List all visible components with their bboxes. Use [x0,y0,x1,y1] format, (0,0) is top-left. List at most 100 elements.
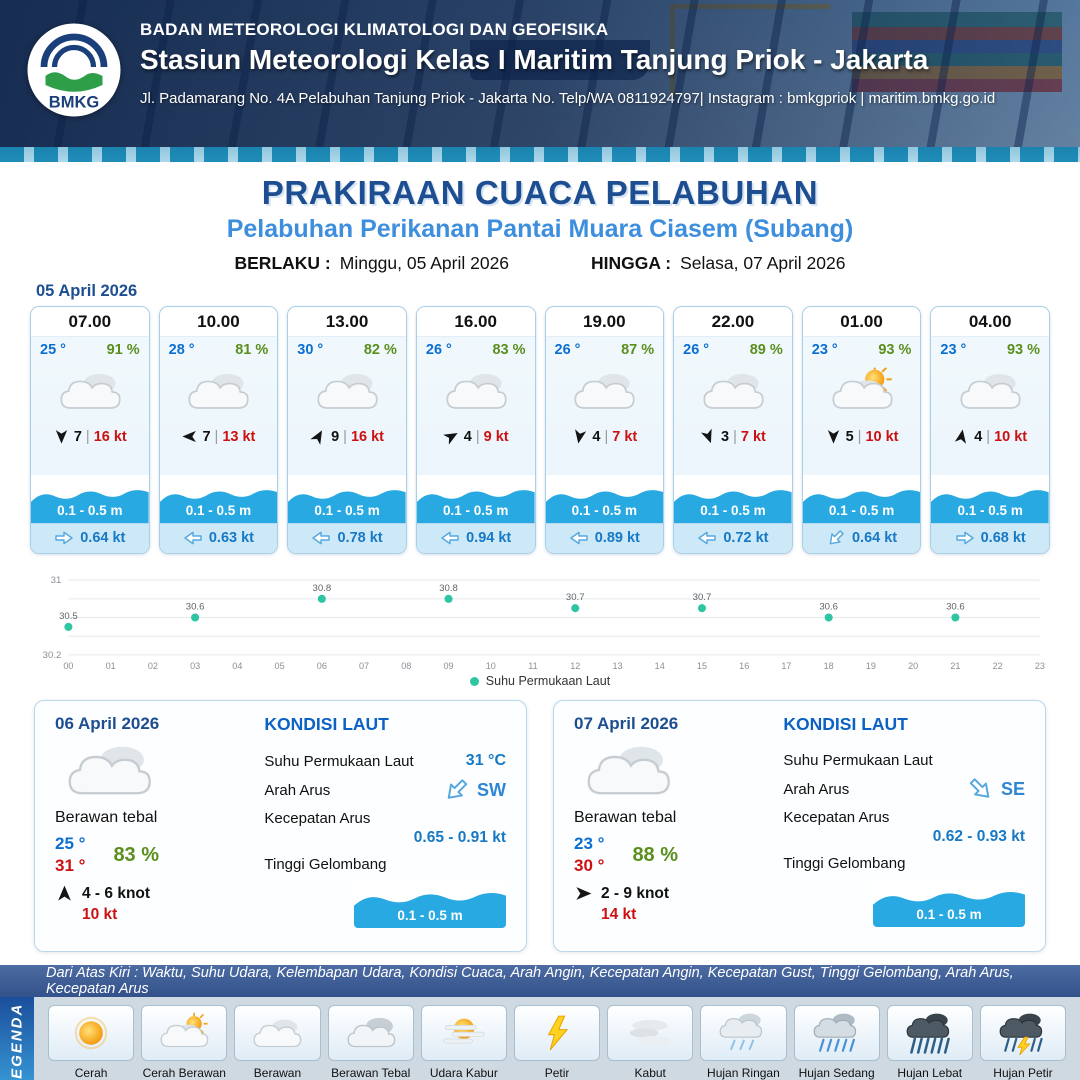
legend-title: LEGENDA [0,997,34,1080]
forecast-time: 07.00 [31,307,149,337]
wave-height: 0.1 - 0.5 m [57,503,123,518]
gust-speed: 7 kt [740,428,766,445]
current-row: 0.72 kt [674,523,792,553]
air-temperature: 26 ° [554,342,581,358]
temp-humidity-row: 30 ° 82 % [288,337,406,358]
legend-weather-icon [420,1005,507,1062]
station-address: Jl. Padamarang No. 4A Pelabuhan Tanjung … [140,90,996,107]
day-forecast-card-2: 07 April 2026 Berawan tebal 23 ° 30 ° 88… [553,700,1046,953]
current-direction-icon [823,525,848,550]
svg-text:30.7: 30.7 [693,592,712,603]
current-speed-label: Kecepatan Arus [264,810,371,828]
humidity: 83 % [492,342,526,358]
legend-item-label: Kabut [634,1066,666,1080]
wind-direction-icon [53,428,70,445]
header: BMKG BADAN METEOROLOGI KLIMATOLOGI DAN G… [0,0,1080,162]
svg-text:05: 05 [275,661,285,671]
legend-item: Hujan Sedang [793,1005,880,1080]
valid-to-label: HINGGA : [591,253,672,273]
current-speed-range: 0.62 - 0.93 kt [932,828,1025,846]
svg-text:31: 31 [51,575,62,586]
current-direction: SW [477,779,506,800]
current-direction-icon [440,530,460,546]
current-row: 0.63 kt [159,523,278,553]
separator: | [214,428,219,445]
wave-height: 0.1 - 0.5 m [314,503,380,518]
header-overlay [0,0,1080,162]
day-cards-row: 06 April 2026 Berawan tebal 25 ° 31 ° 83… [34,700,1046,953]
valid-from-label: BERLAKU : [234,253,331,273]
forecast-card: 19.00 26 ° 87 % 4 | 7 kt 0.1 - 0.5 m 0.8… [544,306,665,554]
legend-item: Kabut [607,1005,694,1080]
gust-speed: 7 kt [612,428,638,445]
sst-chart: 31 30.2 00 01 02 03 04 05 06 07 08 09 10 11 12 13 14 15 16… [30,564,1050,688]
temp-humidity-row: 26 ° 89 % [674,337,792,358]
wind-row: 4 | 10 kt [931,424,1049,451]
gust-speed: 16 kt [93,428,127,445]
page-subtitle: Pelabuhan Perikanan Pantai Muara Ciasem … [226,215,854,243]
wave-height-band: 0.1 - 0.5 m [159,475,278,523]
wind-speed: 4 [974,428,983,445]
hourly-forecast-row: 07.00 25 ° 91 % 7 | 16 kt 0.1 - 0.5 m 0.… [30,306,1050,554]
legend-weather-icon [793,1005,880,1062]
svg-text:00: 00 [63,661,73,671]
wind-direction-icon [952,427,972,447]
svg-text:17: 17 [781,661,791,671]
temperature-min: 25 ° [55,834,86,854]
wave-height-box: 0.1 - 0.5 m [354,878,506,929]
current-direction-label: Arah Arus [264,781,331,799]
current-direction-icon [697,530,717,546]
current-row: 0.64 kt [31,523,149,553]
wind-row: 7 | 16 kt [31,424,149,451]
humidity: 87 % [621,342,655,358]
weather-icon [803,358,921,424]
current-row: 0.89 kt [545,523,664,553]
bmkg-logo-text: BMKG [49,94,99,112]
sst-chart-canvas: 31 30.200 01 02 03 04 05 06 07 08 09 10 11 12 13 14 15 16… [43,575,1045,671]
station-name: Stasiun Meteorologi Kelas I Maritim Tanj… [140,44,929,75]
valid-from-value: Minggu, 05 April 2026 [339,253,510,273]
wind-speed: 7 [202,428,211,445]
legend-items-row: Cerah Cerah Berawan Berawan Berawan Teba… [34,997,1080,1080]
wave-height: 0.1 - 0.5 m [185,503,252,518]
humidity: 81 % [235,342,269,358]
svg-text:19: 19 [866,661,876,671]
current-speed: 0.72 kt [723,530,769,546]
svg-text:07: 07 [359,661,369,671]
legend-item-label: Berawan [253,1066,302,1080]
temp-humidity-row: 25 ° 91 % [31,337,149,358]
weather-icon [160,358,278,424]
temperature-max: 30 ° [574,856,605,876]
humidity: 93 % [878,342,912,358]
wind-row: 4 | 7 kt [546,424,664,451]
wave-height-band: 0.1 - 0.5 m [931,475,1049,523]
forecast-card: 01.00 23 ° 93 % 5 | 10 kt 0.1 - 0.5 m 0.… [801,306,922,554]
wave-height-band: 0.1 - 0.5 m [288,475,406,523]
wave-height: 0.1 - 0.5 m [700,503,766,518]
forecast-card: 22.00 26 ° 89 % 3 | 7 kt 0.1 - 0.5 m 0.7… [673,306,793,554]
humidity: 82 % [363,342,397,358]
legend-weather-icon [700,1005,787,1062]
weather-icon [288,358,406,424]
legend-item: Hujan Ringan [700,1005,787,1080]
page-title: PRAKIRAAN CUACA PELABUHAN [261,174,819,211]
weather-icon [417,358,535,424]
separator: | [475,428,480,445]
svg-text:02: 02 [148,661,158,671]
wind-direction-icon [570,427,590,447]
day2-weather-icon [574,734,763,807]
bmkg-logo: BMKG [26,22,122,118]
temperature-min: 23 ° [574,834,605,854]
separator: | [85,428,90,445]
svg-text:10: 10 [486,661,496,671]
weather-condition: Berawan tebal [55,809,158,827]
svg-text:21: 21 [950,661,960,671]
legend-item: Udara Kabur [420,1005,507,1080]
wave-height-band: 0.1 - 0.5 m [416,475,535,523]
legend-item-label: Cerah Berawan [142,1066,226,1080]
separator: | [604,428,609,445]
weather-icon [546,358,664,424]
legend-weather-icon [141,1005,228,1062]
validity-row: BERLAKU : Minggu, 05 April 2026 HINGGA :… [0,253,1080,274]
separator: | [857,428,862,445]
